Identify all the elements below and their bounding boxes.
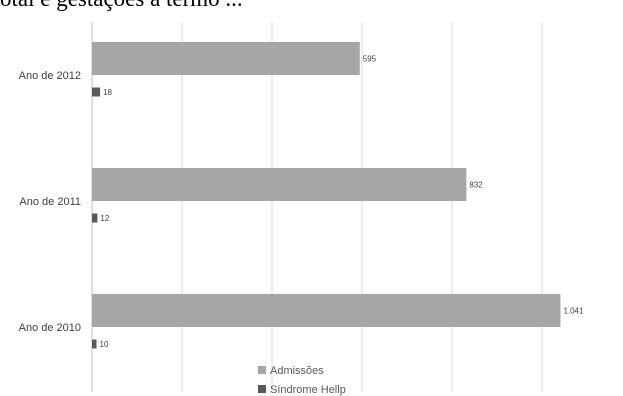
legend-swatch-0 bbox=[258, 366, 266, 374]
category-label-0: Ano de 2012 bbox=[19, 70, 81, 82]
bar-admissoes-2 bbox=[92, 294, 561, 327]
data-label-sindrome-hellp-2: 10 bbox=[100, 340, 109, 349]
bar-admissoes-1 bbox=[92, 168, 467, 201]
legend-swatch-1 bbox=[258, 385, 266, 393]
bar-sindrome-hellp-0 bbox=[92, 87, 101, 97]
category-label-1: Ano de 2011 bbox=[19, 196, 81, 208]
data-label-admissoes-2: 1.041 bbox=[563, 307, 584, 316]
data-label-admissoes-1: 832 bbox=[469, 181, 483, 190]
data-label-sindrome-hellp-1: 12 bbox=[100, 214, 109, 223]
category-label-2: Ano de 2010 bbox=[19, 322, 81, 334]
bar-admissoes-0 bbox=[92, 42, 360, 75]
data-label-admissoes-0: 595 bbox=[363, 55, 377, 64]
bar-sindrome-hellp-2 bbox=[92, 339, 97, 349]
legend-label-0: Admissões bbox=[270, 365, 324, 377]
data-label-sindrome-hellp-0: 18 bbox=[103, 88, 112, 97]
legend-label-1: Síndrome Hellp bbox=[270, 384, 346, 396]
bar-sindrome-hellp-1 bbox=[92, 213, 98, 223]
page-heading: otal e gestações a termo ... bbox=[0, 0, 623, 12]
